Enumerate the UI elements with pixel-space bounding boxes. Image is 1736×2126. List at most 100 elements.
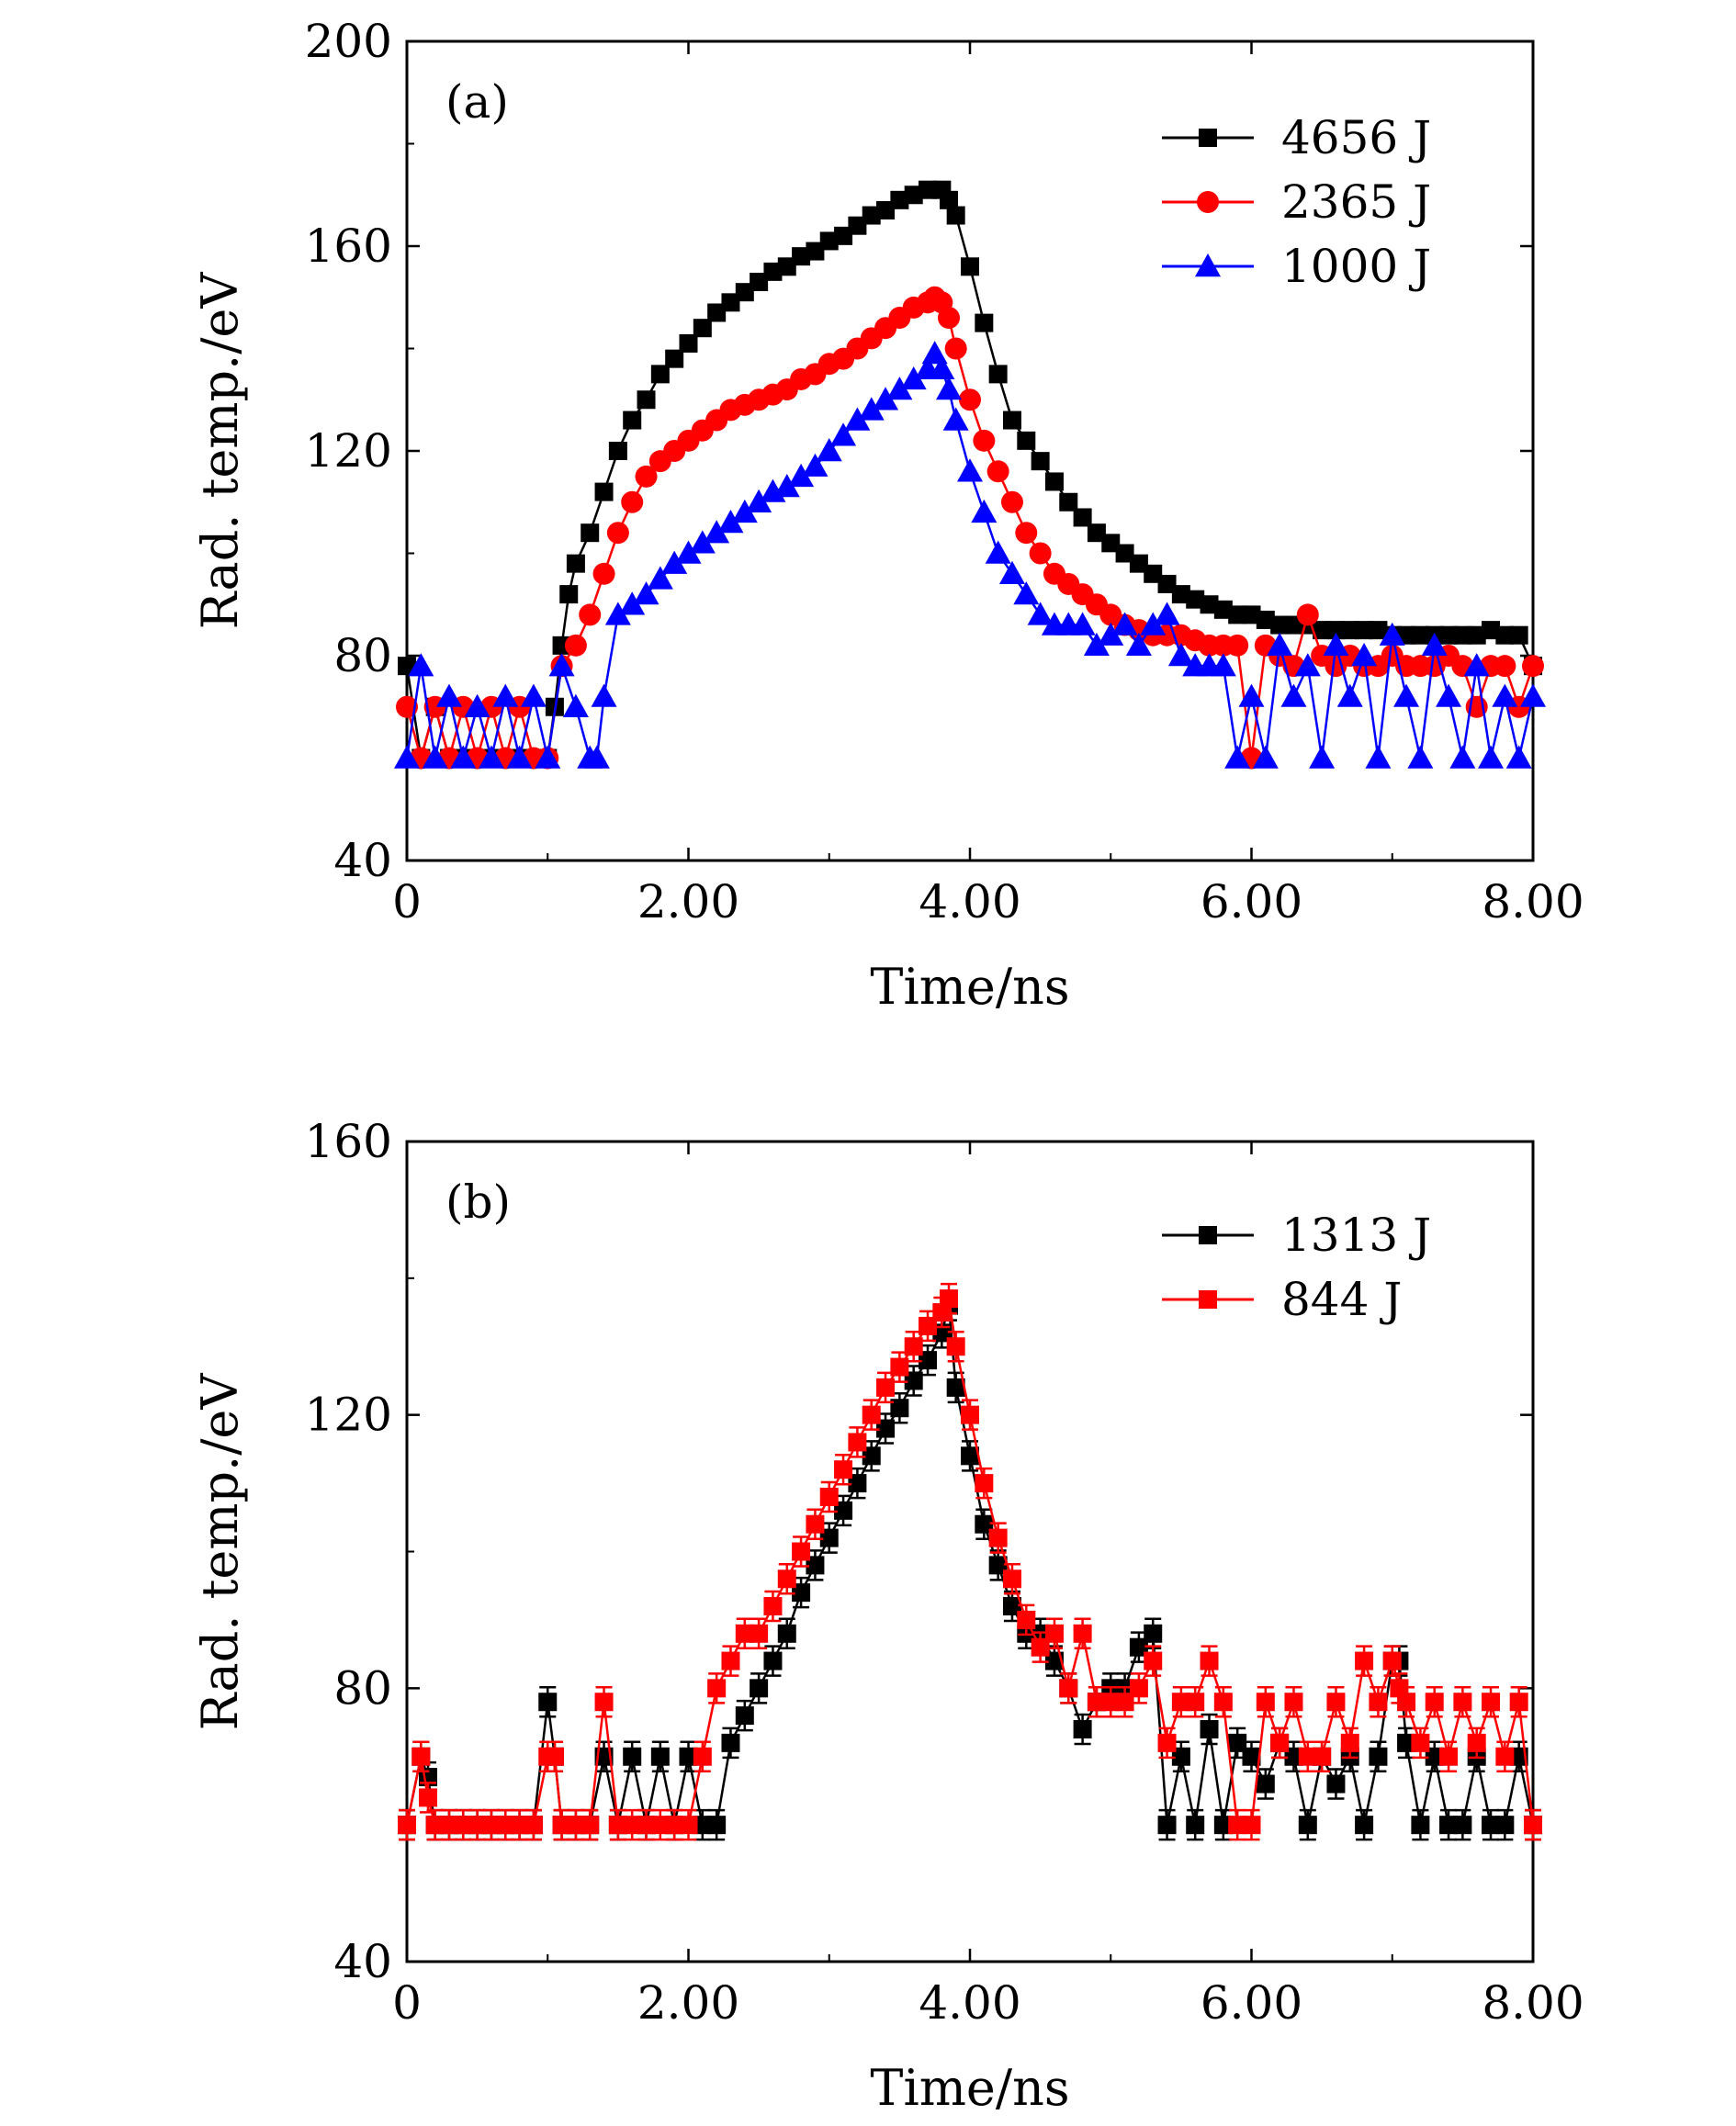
data-point <box>1228 1816 1247 1835</box>
data-point <box>746 489 772 512</box>
data-point <box>830 422 857 446</box>
data-point <box>946 206 965 225</box>
data-point <box>650 1747 670 1766</box>
data-point <box>957 458 983 482</box>
data-point <box>707 1679 727 1698</box>
data-point <box>721 1651 740 1670</box>
data-point <box>988 1556 1008 1575</box>
data-point <box>510 1816 529 1835</box>
data-point <box>581 1816 600 1835</box>
data-point <box>1000 490 1023 513</box>
data-point <box>566 1816 585 1835</box>
legend-label: 4656 J <box>1281 111 1431 164</box>
data-point <box>735 1706 754 1726</box>
data-point <box>1171 585 1190 604</box>
data-point <box>975 1474 994 1493</box>
data-point <box>1494 655 1516 678</box>
data-point <box>971 499 998 523</box>
data-point <box>735 1624 754 1643</box>
data-point <box>621 490 644 513</box>
x-ticks-b: 0 2.00 4.00 6.00 8.00 <box>392 1142 1584 2030</box>
data-point <box>1213 1816 1233 1835</box>
data-point <box>717 510 744 534</box>
y-ticks-a: 40 80 120 160 200 <box>305 15 1533 887</box>
data-point <box>1284 1747 1303 1766</box>
data-point <box>1355 1816 1374 1835</box>
data-point <box>848 1433 867 1452</box>
data-point <box>890 1357 909 1377</box>
data-point <box>1280 683 1307 707</box>
legend-swatch-marker <box>1199 1226 1217 1244</box>
data-point <box>1411 625 1430 645</box>
x-tick-label-a: 4.00 <box>919 875 1020 928</box>
data-point <box>450 745 477 769</box>
data-point <box>704 520 730 544</box>
data-point <box>1186 1816 1205 1835</box>
y-tick-label-b: 120 <box>305 1389 392 1442</box>
data-point <box>900 366 927 390</box>
data-point <box>1115 544 1134 563</box>
legend-item-3: 1000 J <box>1162 240 1431 293</box>
data-point <box>721 1733 740 1752</box>
data-point <box>1309 745 1336 769</box>
data-point <box>1421 632 1448 657</box>
data-point <box>806 1514 825 1534</box>
data-point <box>1296 603 1319 626</box>
data-point <box>862 206 881 225</box>
data-point <box>973 429 996 452</box>
data-point <box>988 1528 1008 1547</box>
x-tick-label-a: 6.00 <box>1201 875 1302 928</box>
data-point <box>1228 605 1247 624</box>
data-point <box>929 355 955 379</box>
data-point <box>1101 1693 1121 1712</box>
data-point <box>425 1816 445 1835</box>
data-point <box>1129 1679 1148 1698</box>
data-point <box>876 1419 896 1438</box>
x-tick-label-a: 8.00 <box>1482 875 1584 928</box>
data-point <box>919 180 938 199</box>
data-point <box>1224 745 1251 769</box>
legend-item-1: 4656 J <box>1162 111 1431 164</box>
panel-label-a: (a) <box>445 75 509 129</box>
data-point <box>594 1693 614 1712</box>
x-axis-label-a: Time/ns <box>870 958 1069 1016</box>
data-point <box>1326 621 1346 640</box>
data-point <box>559 585 579 604</box>
data-point <box>1397 1693 1416 1712</box>
data-point <box>1200 1719 1219 1738</box>
data-point <box>608 442 627 460</box>
data-point <box>1002 411 1021 430</box>
data-point <box>998 560 1025 584</box>
data-point <box>707 1816 727 1835</box>
data-point <box>1407 745 1434 769</box>
data-point <box>1144 564 1163 583</box>
y-tick-label-a: 40 <box>333 834 392 887</box>
data-point <box>961 1446 979 1466</box>
data-point <box>468 1816 487 1835</box>
x-ticks-a: 0 2.00 4.00 6.00 8.00 <box>392 41 1584 928</box>
y-tick-label-b: 40 <box>333 1935 392 1988</box>
data-point <box>1326 1774 1346 1794</box>
data-point <box>1186 1693 1205 1712</box>
data-point <box>844 407 871 431</box>
data-point <box>890 190 909 209</box>
x-tick-label-a: 0 <box>392 875 422 928</box>
data-point <box>679 333 698 353</box>
data-point <box>408 653 434 677</box>
data-point <box>398 1816 416 1835</box>
data-point <box>1140 612 1167 636</box>
data-point <box>959 388 981 411</box>
data-point <box>988 365 1008 384</box>
y-tick-label-a: 200 <box>305 15 392 68</box>
data-point <box>886 377 913 400</box>
data-point <box>1154 602 1180 625</box>
y-axis-label-a: Rad. temp./eV <box>191 272 249 630</box>
data-point <box>985 540 1011 564</box>
data-point <box>1397 1733 1416 1752</box>
data-point <box>1002 1597 1021 1616</box>
data-point <box>545 1747 564 1766</box>
data-point <box>1242 605 1261 624</box>
panel-label-b: (b) <box>445 1175 511 1229</box>
y-tick-label-a: 80 <box>333 629 392 682</box>
